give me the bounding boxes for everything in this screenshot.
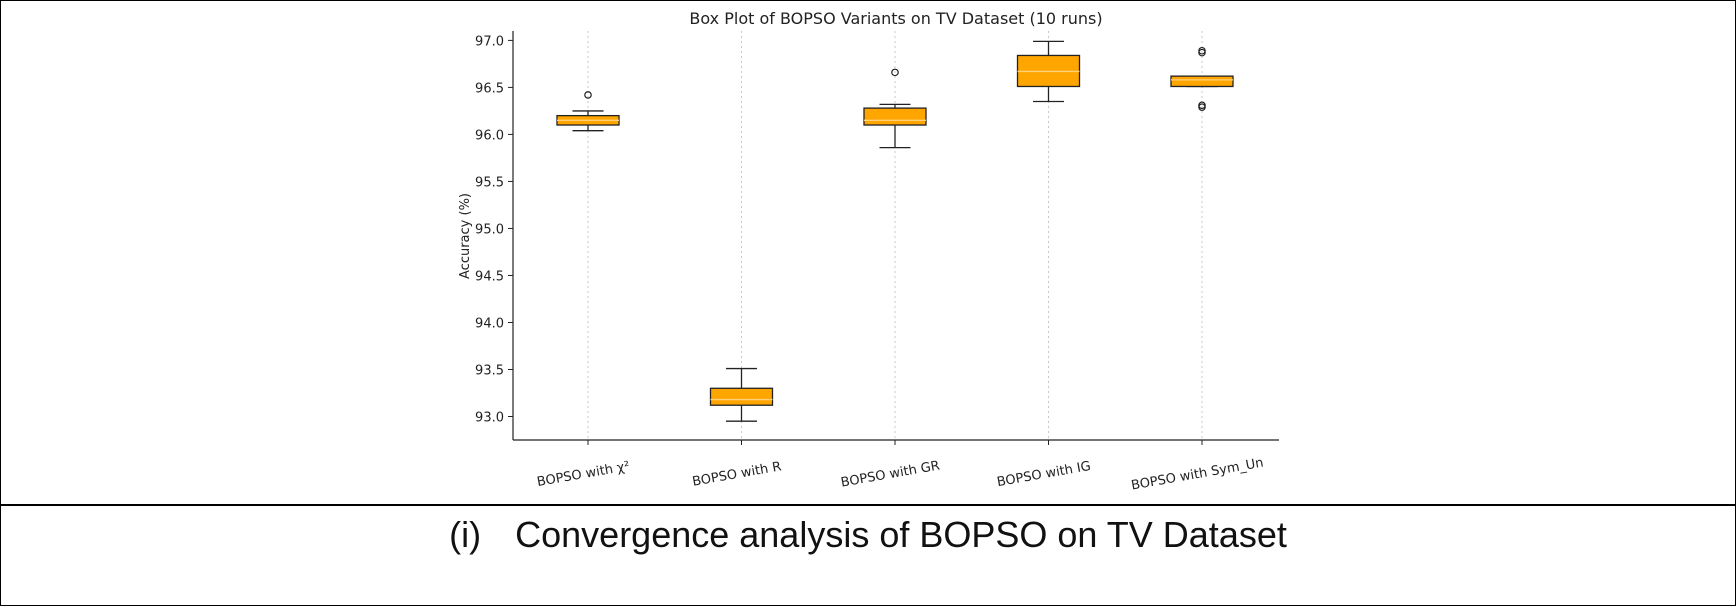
box-body (1170, 75, 1234, 88)
x-tick-label: BOPSO with Sym_Un (1130, 456, 1265, 494)
y-tick-label: 96.5 (475, 81, 504, 96)
x-tick-label: BOPSO with IG (996, 459, 1092, 490)
y-tick-label: 95.0 (475, 222, 504, 237)
box-body (709, 387, 774, 406)
plot-panel: Box Plot of BOPSO Variants on TV Dataset… (1, 1, 1735, 506)
outlier-point (891, 68, 899, 77)
outlier-point (1198, 46, 1206, 55)
chart-title: Box Plot of BOPSO Variants on TV Dataset… (689, 9, 1102, 28)
x-tick-label: BOPSO with χ² (536, 459, 631, 490)
y-tick-label: 93.5 (475, 363, 504, 378)
caption-number: (i) (449, 514, 482, 555)
box-plot-chart: Box Plot of BOPSO Variants on TV Dataset… (458, 9, 1279, 494)
outlier-point (1198, 101, 1206, 110)
x-tick-label: BOPSO with R (691, 459, 782, 489)
y-tick-label: 95.5 (475, 175, 504, 190)
box-body (863, 107, 927, 126)
y-tick-label: 96.0 (475, 128, 504, 143)
y-tick-label: 93.0 (475, 410, 504, 425)
caption-panel: (i) Convergence analysis of BOPSO on TV D… (1, 506, 1735, 605)
figure-caption: (i) Convergence analysis of BOPSO on TV D… (1, 514, 1735, 556)
caption-text: Convergence analysis of BOPSO on TV Data… (515, 514, 1287, 555)
y-tick-label: 94.5 (475, 269, 504, 284)
y-axis-label: Accuracy (%) (458, 193, 473, 279)
y-tick-label: 94.0 (475, 316, 504, 331)
y-tick-label: 97.0 (475, 34, 504, 49)
x-tick-label: BOPSO with GR (840, 458, 941, 490)
outlier-point (584, 91, 592, 99)
